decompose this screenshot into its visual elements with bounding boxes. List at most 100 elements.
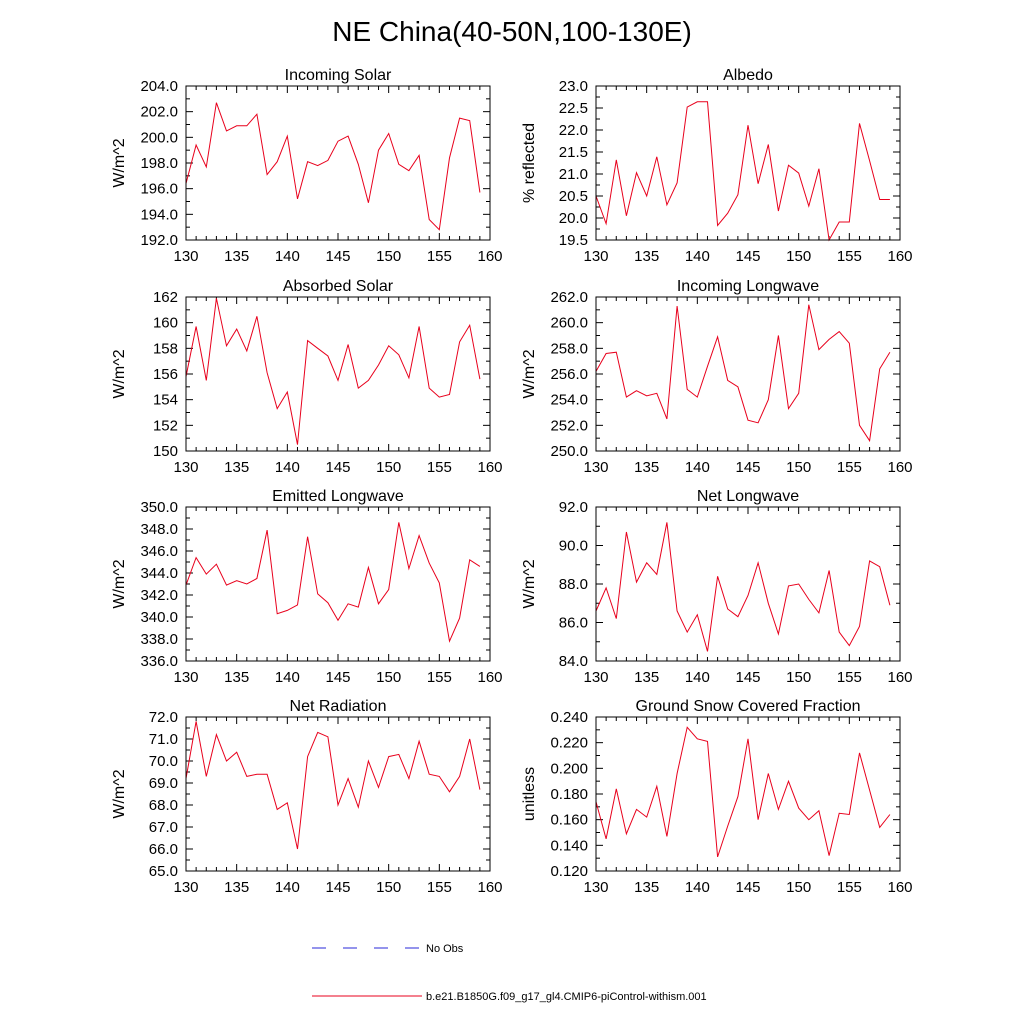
legend-label-no-obs: No Obs bbox=[426, 943, 464, 955]
x-tick-label: 135 bbox=[224, 248, 249, 265]
x-tick-label: 145 bbox=[325, 248, 350, 265]
series-line-net-radiation bbox=[185, 721, 481, 850]
y-tick-label: 342.0 bbox=[140, 587, 178, 604]
y-tick-label: 0.220 bbox=[550, 735, 588, 752]
y-axis-label-ground-snow-covered-fraction: unitless bbox=[521, 767, 538, 821]
y-tick-label: 0.180 bbox=[550, 786, 588, 803]
x-tick-label: 130 bbox=[583, 669, 608, 686]
x-tick-label: 150 bbox=[786, 248, 811, 265]
y-tick-label: 70.0 bbox=[149, 753, 178, 770]
y-tick-label: 22.5 bbox=[559, 100, 588, 117]
y-tick-label: 260.0 bbox=[550, 315, 588, 332]
series-line-incoming-solar bbox=[185, 102, 481, 231]
x-tick-label: 140 bbox=[275, 879, 300, 896]
y-tick-label: 256.0 bbox=[550, 366, 588, 383]
x-tick-label: 140 bbox=[275, 459, 300, 476]
x-tick-label: 150 bbox=[376, 248, 401, 265]
legend-label-model: b.e21.B1850G.f09_g17_gl4.CMIP6-piControl… bbox=[426, 991, 707, 1003]
y-tick-label: 69.0 bbox=[149, 775, 178, 792]
y-tick-label: 250.0 bbox=[550, 443, 588, 460]
y-tick-label: 0.240 bbox=[550, 709, 588, 726]
x-tick-label: 140 bbox=[685, 248, 710, 265]
x-tick-label: 150 bbox=[786, 459, 811, 476]
y-tick-label: 202.0 bbox=[140, 104, 178, 121]
y-tick-label: 150 bbox=[153, 443, 178, 460]
x-tick-label: 145 bbox=[735, 669, 760, 686]
y-tick-label: 158 bbox=[153, 340, 178, 357]
y-tick-label: 71.0 bbox=[149, 731, 178, 748]
y-axis-label-absorbed-solar: W/m^2 bbox=[111, 349, 128, 398]
plot-frame-incoming-longwave bbox=[595, 296, 901, 452]
x-tick-label: 155 bbox=[837, 669, 862, 686]
y-tick-label: 160 bbox=[153, 315, 178, 332]
y-tick-label: 336.0 bbox=[140, 653, 178, 670]
plot-frame-net-radiation bbox=[185, 716, 491, 872]
y-tick-label: 258.0 bbox=[550, 340, 588, 357]
x-tick-label: 130 bbox=[583, 248, 608, 265]
y-tick-label: 350.0 bbox=[140, 499, 178, 516]
page-title: NE China(40-50N,100-130E) bbox=[332, 16, 692, 47]
y-tick-label: 204.0 bbox=[140, 78, 178, 95]
x-tick-label: 145 bbox=[735, 248, 760, 265]
panel-ground-snow-covered-fraction: Ground Snow Covered Fraction unitless 130 1… bbox=[521, 698, 913, 896]
x-tick-label: 150 bbox=[376, 669, 401, 686]
y-tick-label: 84.0 bbox=[559, 653, 588, 670]
panel-incoming-solar: Incoming Solar W/m^2 130 135 140 145 150 155 160… bbox=[111, 67, 503, 265]
x-tick-label: 140 bbox=[275, 669, 300, 686]
y-tick-label: 19.5 bbox=[559, 232, 588, 249]
x-tick-label: 155 bbox=[837, 459, 862, 476]
y-axis-label-incoming-solar: W/m^2 bbox=[111, 138, 128, 187]
panel-title-incoming-longwave: Incoming Longwave bbox=[677, 278, 819, 295]
x-tick-label: 135 bbox=[224, 879, 249, 896]
plot-frame-ground-snow-covered-fraction bbox=[595, 716, 901, 872]
x-tick-label: 130 bbox=[173, 459, 198, 476]
y-axis-label-incoming-longwave: W/m^2 bbox=[521, 349, 538, 398]
panel-incoming-longwave: Incoming Longwave W/m^2 130 135 140 145 150 155… bbox=[521, 278, 913, 476]
x-tick-label: 155 bbox=[837, 879, 862, 896]
x-tick-label: 160 bbox=[887, 879, 912, 896]
y-tick-label: 20.5 bbox=[559, 188, 588, 205]
y-tick-label: 156 bbox=[153, 366, 178, 383]
y-tick-label: 21.5 bbox=[559, 144, 588, 161]
y-axis-label-emitted-longwave: W/m^2 bbox=[111, 559, 128, 608]
panel-albedo: Albedo % reflected 130 135 140 145 150 155 160 19… bbox=[521, 67, 913, 265]
y-tick-label: 0.120 bbox=[550, 863, 588, 880]
x-tick-label: 135 bbox=[224, 459, 249, 476]
x-tick-label: 155 bbox=[427, 669, 452, 686]
x-tick-label: 160 bbox=[477, 248, 502, 265]
x-tick-label: 160 bbox=[477, 669, 502, 686]
y-tick-label: 23.0 bbox=[559, 78, 588, 95]
y-tick-label: 152 bbox=[153, 417, 178, 434]
series-line-emitted-longwave bbox=[185, 522, 481, 643]
plot-frame-emitted-longwave bbox=[185, 506, 491, 662]
y-tick-label: 192.0 bbox=[140, 232, 178, 249]
plot-frame-albedo bbox=[595, 85, 901, 241]
y-tick-label: 200.0 bbox=[140, 129, 178, 146]
x-tick-label: 155 bbox=[427, 879, 452, 896]
x-tick-label: 160 bbox=[477, 879, 502, 896]
x-tick-label: 135 bbox=[634, 248, 659, 265]
x-tick-label: 150 bbox=[376, 459, 401, 476]
panel-title-absorbed-solar: Absorbed Solar bbox=[283, 278, 394, 295]
y-tick-label: 346.0 bbox=[140, 543, 178, 560]
plot-frame-absorbed-solar bbox=[185, 296, 491, 452]
y-tick-label: 154 bbox=[153, 392, 178, 409]
x-tick-label: 145 bbox=[735, 459, 760, 476]
x-tick-label: 140 bbox=[685, 879, 710, 896]
x-tick-label: 160 bbox=[887, 669, 912, 686]
y-tick-label: 348.0 bbox=[140, 521, 178, 538]
y-axis-label-albedo: % reflected bbox=[521, 123, 538, 203]
panel-net-radiation: Net Radiation W/m^2 130 135 140 145 150 155 160 6… bbox=[111, 698, 503, 896]
y-tick-label: 196.0 bbox=[140, 181, 178, 198]
y-tick-label: 340.0 bbox=[140, 609, 178, 626]
panel-grid: Incoming Solar W/m^2 130 135 140 145 150 155 160… bbox=[111, 67, 913, 896]
y-tick-label: 68.0 bbox=[149, 797, 178, 814]
x-tick-label: 145 bbox=[325, 879, 350, 896]
x-tick-label: 130 bbox=[583, 459, 608, 476]
x-tick-label: 130 bbox=[173, 879, 198, 896]
x-tick-label: 135 bbox=[634, 459, 659, 476]
y-tick-label: 88.0 bbox=[559, 576, 588, 593]
y-tick-label: 66.0 bbox=[149, 841, 178, 858]
panel-net-longwave: Net Longwave W/m^2 130 135 140 145 150 155 160 84… bbox=[521, 488, 913, 686]
